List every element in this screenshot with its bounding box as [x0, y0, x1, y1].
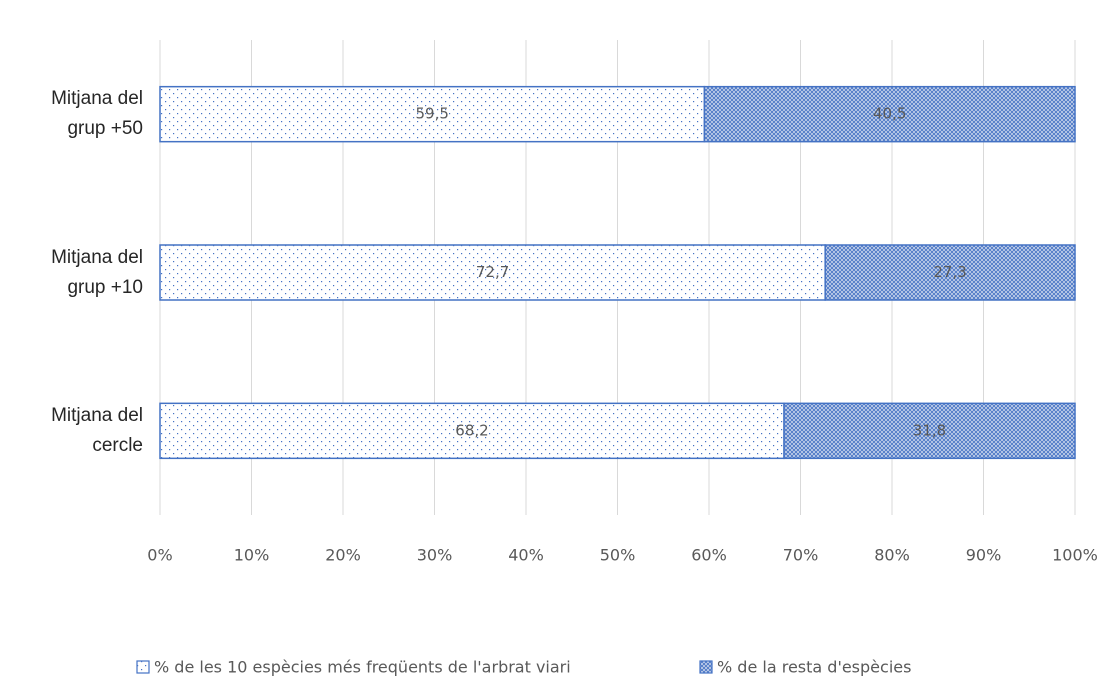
bar-segment [159, 85, 706, 143]
data-label: 27,3 [933, 263, 966, 281]
data-label: 31,8 [913, 421, 946, 439]
data-label: 59,5 [416, 105, 449, 123]
x-tick-label: 80% [874, 546, 910, 565]
data-label: 72,7 [476, 263, 509, 281]
x-tick-label: 70% [783, 546, 819, 565]
legend-swatch [699, 660, 713, 674]
legend-label: % de la resta d'espècies [717, 658, 911, 677]
bar-segment [783, 402, 1076, 460]
legend-label: % de les 10 espècies més freqüents de l'… [154, 658, 571, 677]
data-label: 40,5 [873, 105, 906, 123]
x-tick-label: 60% [691, 546, 727, 565]
data-label: 68,2 [455, 421, 488, 439]
x-tick-label: 50% [600, 546, 636, 565]
y-tick-label: Mitjana del grup +50 [51, 88, 143, 140]
x-tick-label: 20% [325, 546, 361, 565]
legend-swatch [136, 660, 150, 674]
x-tick-label: 40% [508, 546, 544, 565]
y-tick-label: Mitjana del cercle [51, 404, 143, 456]
x-tick-label: 0% [147, 546, 172, 565]
bar-segment [824, 244, 1076, 301]
bar-segment [703, 85, 1076, 143]
x-tick-label: 100% [1052, 546, 1098, 565]
x-tick-label: 30% [417, 546, 453, 565]
x-tick-label: 10% [234, 546, 270, 565]
y-tick-label: Mitjana del grup +10 [51, 246, 143, 298]
bar-segment [159, 402, 785, 460]
x-tick-label: 90% [966, 546, 1002, 565]
